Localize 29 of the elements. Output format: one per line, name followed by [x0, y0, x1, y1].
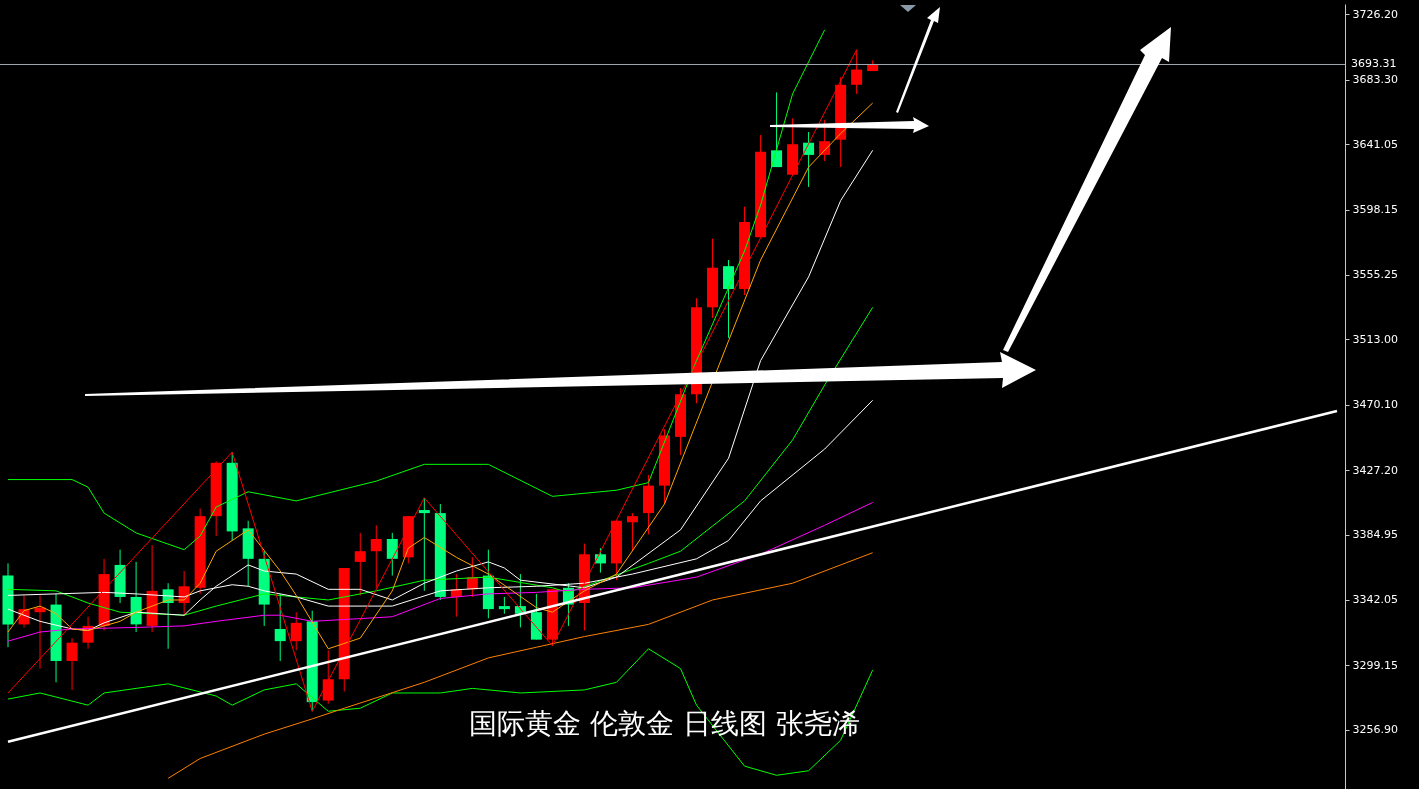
y-tick-label: 3641.05	[1352, 137, 1398, 151]
ref-line-label: 3693.31	[1351, 57, 1397, 71]
line-series	[7, 648, 874, 776]
text: 国际黄金 伦敦金 日线图 张尧浠	[469, 707, 860, 740]
y-tick-label: 3555.25	[1352, 268, 1398, 282]
y-tick-label: 3470.10	[1352, 398, 1398, 412]
y-tick-label: 3726.20	[1352, 7, 1398, 21]
candlestick	[290, 611, 302, 651]
candlestick	[386, 532, 398, 577]
candlestick	[322, 649, 334, 705]
y-tick-label: 3598.15	[1352, 203, 1398, 217]
candlestick	[370, 524, 382, 589]
y-tick-label: 3342.05	[1352, 593, 1398, 607]
candlestick	[274, 593, 286, 662]
line-series	[167, 552, 874, 779]
line-series	[7, 306, 874, 616]
candlestick	[354, 532, 366, 596]
line-series	[7, 501, 874, 642]
y-tick-label: 3683.30	[1352, 73, 1398, 87]
y-tick-label: 3299.15	[1352, 658, 1398, 672]
candlestick	[723, 259, 735, 339]
line-series	[7, 29, 826, 551]
y-tick-label: 3384.95	[1352, 528, 1398, 542]
y-tick-label: 3256.90	[1352, 723, 1398, 737]
y-tick-label: 3513.00	[1352, 332, 1398, 346]
y-tick-label: 3427.20	[1352, 463, 1398, 477]
candlestick	[66, 637, 78, 691]
candlestick	[418, 497, 430, 592]
candlestick	[626, 512, 638, 552]
